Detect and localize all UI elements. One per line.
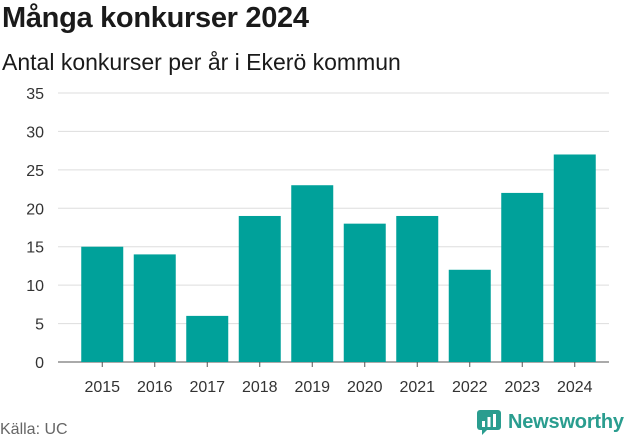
x-tick-label: 2018 bbox=[242, 379, 278, 396]
x-tick-label: 2015 bbox=[84, 379, 120, 396]
x-tick-label: 2021 bbox=[399, 379, 435, 396]
newsworthy-logo-icon bbox=[477, 410, 501, 435]
x-tick-label: 2023 bbox=[504, 379, 540, 396]
y-tick-label: 25 bbox=[26, 163, 44, 180]
bar-2020 bbox=[343, 223, 386, 362]
y-tick-label: 5 bbox=[35, 317, 44, 334]
y-tick-label: 30 bbox=[26, 124, 44, 141]
x-axis-ticks: 2015 2016 2017 2018 2019 2020 2021 2022 2023 2024 bbox=[84, 362, 593, 396]
bar-2015 bbox=[81, 246, 124, 362]
x-tick-label: 2019 bbox=[294, 379, 330, 396]
x-tick-label: 2017 bbox=[189, 379, 225, 396]
x-tick-label: 2016 bbox=[137, 379, 173, 396]
y-axis-ticks: 0 5 10 15 20 25 30 35 bbox=[26, 86, 44, 372]
source-note: Källa: UC bbox=[0, 421, 68, 438]
bar-2021 bbox=[396, 215, 439, 362]
y-tick-label: 20 bbox=[26, 201, 44, 218]
chart-subtitle: Antal konkurser per år i Ekerö kommun bbox=[2, 49, 401, 75]
bar-2016 bbox=[133, 254, 176, 362]
bars bbox=[81, 154, 596, 362]
y-tick-label: 15 bbox=[26, 240, 44, 257]
y-tick-label: 0 bbox=[35, 355, 44, 372]
bar-2019 bbox=[291, 185, 334, 362]
x-tick-label: 2020 bbox=[347, 379, 383, 396]
x-tick-label: 2024 bbox=[557, 379, 593, 396]
brand-logo[interactable]: Newsworthy bbox=[476, 409, 624, 435]
x-tick-label: 2022 bbox=[452, 379, 488, 396]
chart-title: Många konkurser 2024 bbox=[2, 2, 309, 34]
y-tick-label: 35 bbox=[26, 86, 44, 103]
bar-2023 bbox=[501, 192, 544, 362]
bar-2022 bbox=[448, 269, 491, 362]
bar-2017 bbox=[186, 315, 229, 362]
brand-name: Newsworthy bbox=[508, 410, 624, 433]
bar-2024 bbox=[553, 154, 596, 362]
bar-2018 bbox=[238, 215, 281, 362]
y-tick-label: 10 bbox=[26, 278, 44, 295]
